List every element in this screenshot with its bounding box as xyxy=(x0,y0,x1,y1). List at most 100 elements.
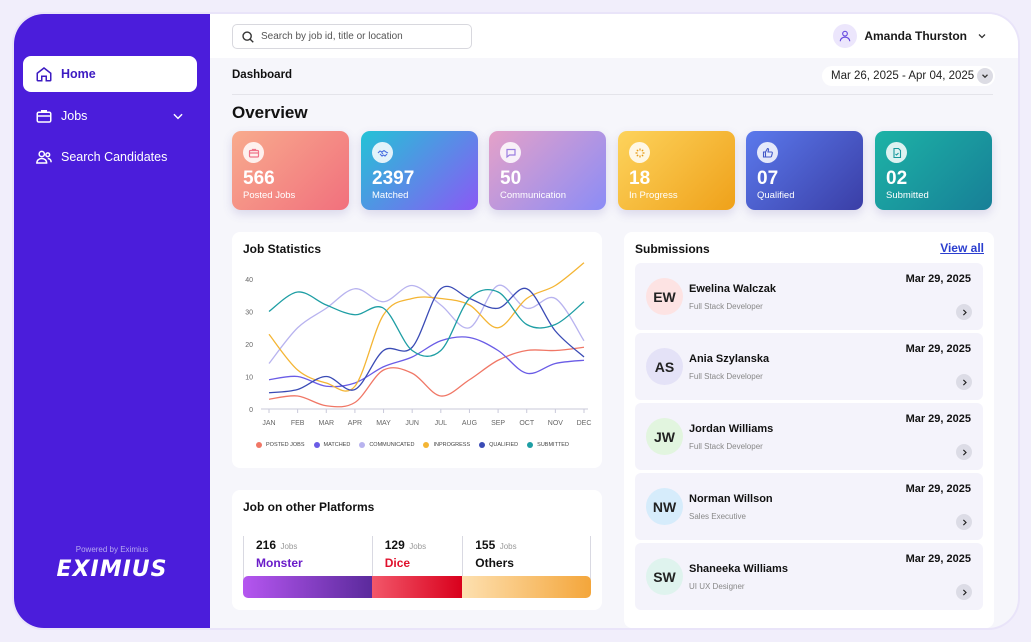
platform-bar-segment xyxy=(371,576,463,598)
candidate-role: Full Stack Developer xyxy=(689,372,763,381)
platform-bar-segment xyxy=(462,576,591,598)
date-range-picker[interactable]: Mar 26, 2025 - Apr 04, 2025 xyxy=(822,66,995,86)
search-placeholder: Search by job id, title or location xyxy=(261,31,403,42)
legend-item: SUBMITTED xyxy=(527,442,569,448)
submission-item[interactable]: SW Shaneeka Williams UI UX Designer Mar 29,… xyxy=(635,543,983,610)
stat-card-communication[interactable]: 50 Communication xyxy=(489,131,606,210)
avatar: EW xyxy=(646,278,683,315)
submissions-title: Submissions xyxy=(635,242,710,256)
powered-by-text: Powered by Eximius xyxy=(75,545,149,554)
view-all-link[interactable]: View all xyxy=(940,241,984,255)
y-tick-label: 10 xyxy=(245,375,253,382)
open-submission-button[interactable] xyxy=(956,584,972,600)
legend-label: POSTED JOBS xyxy=(266,442,305,448)
stat-card-matched[interactable]: 2397 Matched xyxy=(361,131,478,210)
platform-unit: Jobs xyxy=(409,542,427,551)
chevron-down-icon xyxy=(982,74,988,79)
chart-legend: POSTED JOBS MATCHED COMMUNICATED INPROGRESS… xyxy=(256,442,578,448)
platform-unit: Jobs xyxy=(499,542,517,551)
x-tick-label: MAR xyxy=(318,420,334,427)
chevron-right-icon xyxy=(962,518,967,526)
open-submission-button[interactable] xyxy=(956,374,972,390)
legend-item: COMMUNICATED xyxy=(359,442,414,448)
candidate-role: UI UX Designer xyxy=(689,582,745,591)
stat-value: 02 xyxy=(886,168,908,189)
series-line-posted-jobs xyxy=(268,346,585,408)
sidebar-item-home[interactable]: Home xyxy=(23,56,197,92)
job-statistics-title: Job Statistics xyxy=(243,242,322,256)
legend-item: MATCHED xyxy=(313,442,351,448)
series-line-inprogress xyxy=(268,262,585,392)
platform-name: Others xyxy=(475,556,514,570)
y-tick-label: 30 xyxy=(245,310,253,317)
search-icon xyxy=(242,30,254,43)
chevron-down-icon[interactable] xyxy=(171,109,185,123)
x-tick-label: APR xyxy=(348,420,362,427)
x-tick-label: SEP xyxy=(491,420,505,427)
handshake-icon xyxy=(372,142,393,163)
platform-dice: 129 Jobs Dice xyxy=(371,536,462,582)
legend-label: COMMUNICATED xyxy=(369,442,415,448)
chevron-down-icon[interactable] xyxy=(976,30,988,42)
sidebar-item-jobs[interactable]: Jobs xyxy=(23,98,197,134)
stat-label: Submitted xyxy=(886,190,929,201)
submission-date: Mar 29, 2025 xyxy=(905,273,971,285)
date-range-toggle[interactable] xyxy=(977,68,993,84)
breadcrumb: Dashboard xyxy=(232,69,293,81)
legend-label: MATCHED xyxy=(323,442,351,448)
stat-value: 07 xyxy=(757,168,779,189)
legend-dot xyxy=(359,442,366,448)
platform-name: Monster xyxy=(256,556,303,570)
open-submission-button[interactable] xyxy=(956,304,972,320)
chevron-right-icon xyxy=(962,448,967,456)
avatar: AS xyxy=(646,348,683,385)
submission-date: Mar 29, 2025 xyxy=(905,413,971,425)
stat-value: 18 xyxy=(629,168,651,189)
stat-label: Posted Jobs xyxy=(243,190,296,201)
x-tick-label: NOV xyxy=(548,420,564,427)
y-tick-label: 20 xyxy=(245,342,253,349)
loader-icon xyxy=(629,142,650,163)
search-input[interactable]: Search by job id, title or location xyxy=(232,24,472,49)
x-tick-label: JAN xyxy=(262,420,275,427)
open-submission-button[interactable] xyxy=(956,444,972,460)
job-statistics-panel: Job Statistics 0 10 20 30 40 JAN FEB MAR APR MAY J… xyxy=(232,232,602,468)
y-tick-label: 0 xyxy=(249,407,253,414)
platform-bar-segment xyxy=(243,576,372,598)
stat-card-submitted[interactable]: 02 Submitted xyxy=(875,131,992,210)
candidate-role: Full Stack Developer xyxy=(689,442,763,451)
y-tick-label: 40 xyxy=(245,277,253,284)
sidebar-item-search-candidates[interactable]: Search Candidates xyxy=(23,139,197,175)
series-line-submitted xyxy=(268,288,585,358)
legend-dot xyxy=(479,442,486,448)
platform-unit: Jobs xyxy=(280,542,298,551)
job-statistics-chart: 0 10 20 30 40 JAN FEB MAR APR MAY JUN JUL AUG SEP OCT N… xyxy=(245,262,591,427)
candidate-name: Norman Willson xyxy=(689,493,773,505)
platform-name: Dice xyxy=(384,556,411,570)
legend-label: SUBMITTED xyxy=(537,442,569,448)
submission-item[interactable]: EW Ewelina Walczak Full Stack Developer Mar… xyxy=(635,263,983,330)
submission-item[interactable]: NW Norman Willson Sales Executive Mar 29, 2… xyxy=(635,473,983,540)
platform-others: 155 Jobs Others xyxy=(462,536,591,582)
candidate-name: Ania Szylanska xyxy=(689,353,770,365)
chevron-right-icon xyxy=(962,588,967,596)
open-submission-button[interactable] xyxy=(956,514,972,530)
stat-label: Communication xyxy=(500,190,566,201)
x-tick-label: JUL xyxy=(435,420,448,427)
stat-card-posted-jobs[interactable]: 566 Posted Jobs xyxy=(232,131,349,210)
candidate-role: Full Stack Developer xyxy=(689,302,763,311)
stat-card-qualified[interactable]: 07 Qualified xyxy=(746,131,863,210)
user-menu[interactable]: Amanda Thurston xyxy=(833,24,988,48)
sidebar-item-label: Search Candidates xyxy=(61,150,168,164)
chevron-right-icon xyxy=(962,378,967,386)
stat-card-in-progress[interactable]: 18 In Progress xyxy=(618,131,735,210)
top-bar: Search by job id, title or location Aman… xyxy=(210,14,1018,58)
avatar xyxy=(833,24,858,48)
page-title: Overview xyxy=(232,103,308,122)
file-check-icon xyxy=(886,142,907,163)
submission-item[interactable]: AS Ania Szylanska Full Stack Developer Mar … xyxy=(635,333,983,400)
legend-label: INPROGRESS xyxy=(433,442,471,448)
submission-item[interactable]: JW Jordan Williams Full Stack Developer Mar… xyxy=(635,403,983,470)
platform-count: 155 xyxy=(475,538,496,552)
candidate-role: Sales Executive xyxy=(689,512,746,521)
